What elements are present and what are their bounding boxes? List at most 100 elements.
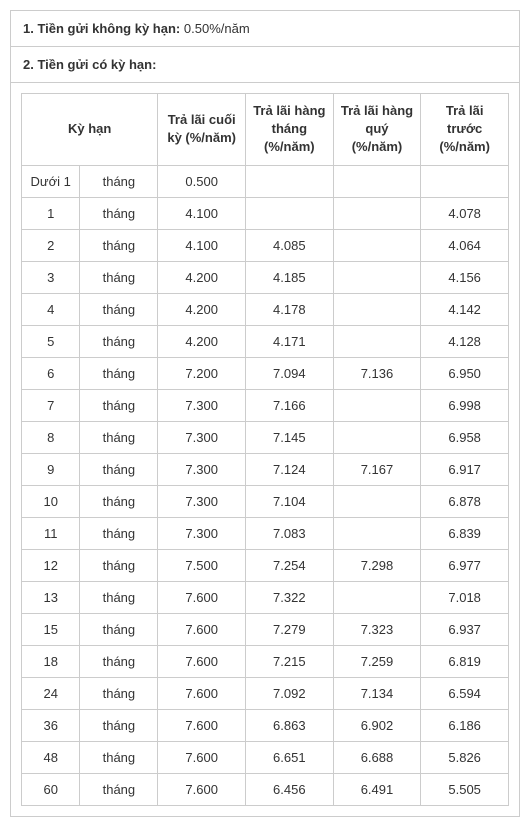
cell-end: 4.100 — [158, 197, 246, 229]
rates-container: 1. Tiền gửi không kỳ hạn: 0.50%/năm 2. T… — [10, 10, 520, 817]
cell-advance: 6.998 — [421, 389, 509, 421]
table-row: 5tháng4.2004.171 4.128 — [22, 325, 509, 357]
cell-quarterly: 7.298 — [333, 549, 421, 581]
cell-unit: tháng — [80, 453, 158, 485]
table-row: 9tháng7.3007.1247.1676.917 — [22, 453, 509, 485]
cell-num: 24 — [22, 677, 80, 709]
cell-num: 6 — [22, 357, 80, 389]
cell-end: 4.200 — [158, 261, 246, 293]
cell-num: Dưới 1 — [22, 165, 80, 197]
cell-quarterly — [333, 389, 421, 421]
cell-monthly: 7.124 — [246, 453, 334, 485]
cell-num: 2 — [22, 229, 80, 261]
table-row: 12tháng7.5007.2547.2986.977 — [22, 549, 509, 581]
cell-num: 7 — [22, 389, 80, 421]
cell-end: 7.300 — [158, 517, 246, 549]
rates-table: Kỳ hạn Trả lãi cuối kỳ (%/năm) Trả lãi h… — [21, 93, 509, 806]
cell-advance: 7.018 — [421, 581, 509, 613]
cell-quarterly — [333, 485, 421, 517]
cell-monthly: 6.456 — [246, 773, 334, 805]
cell-unit: tháng — [80, 325, 158, 357]
section-2-header: 2. Tiền gửi có kỳ hạn: — [11, 47, 519, 83]
rates-table-wrap: Kỳ hạn Trả lãi cuối kỳ (%/năm) Trả lãi h… — [11, 83, 519, 816]
cell-quarterly: 6.902 — [333, 709, 421, 741]
cell-end: 7.600 — [158, 677, 246, 709]
cell-num: 3 — [22, 261, 80, 293]
cell-end: 7.200 — [158, 357, 246, 389]
table-row: 13tháng7.6007.3227.018 — [22, 581, 509, 613]
cell-quarterly — [333, 229, 421, 261]
cell-quarterly: 6.688 — [333, 741, 421, 773]
cell-advance: 4.128 — [421, 325, 509, 357]
cell-unit: tháng — [80, 293, 158, 325]
cell-monthly: 7.166 — [246, 389, 334, 421]
cell-num: 15 — [22, 613, 80, 645]
table-row: Dưới 1tháng0.500 — [22, 165, 509, 197]
cell-advance: 6.917 — [421, 453, 509, 485]
col-end: Trả lãi cuối kỳ (%/năm) — [158, 94, 246, 166]
cell-num: 13 — [22, 581, 80, 613]
table-row: 48tháng7.6006.6516.6885.826 — [22, 741, 509, 773]
cell-advance: 4.078 — [421, 197, 509, 229]
table-row: 18tháng7.6007.2157.2596.819 — [22, 645, 509, 677]
cell-quarterly — [333, 293, 421, 325]
cell-monthly: 4.171 — [246, 325, 334, 357]
table-row: 7tháng7.3007.166 6.998 — [22, 389, 509, 421]
cell-unit: tháng — [80, 421, 158, 453]
cell-quarterly — [333, 325, 421, 357]
cell-num: 5 — [22, 325, 80, 357]
cell-end: 7.300 — [158, 421, 246, 453]
cell-num: 36 — [22, 709, 80, 741]
cell-unit: tháng — [80, 709, 158, 741]
cell-num: 8 — [22, 421, 80, 453]
cell-end: 7.500 — [158, 549, 246, 581]
cell-unit: tháng — [80, 741, 158, 773]
cell-unit: tháng — [80, 485, 158, 517]
cell-unit: tháng — [80, 549, 158, 581]
table-row: 1tháng4.100 4.078 — [22, 197, 509, 229]
cell-end: 0.500 — [158, 165, 246, 197]
cell-monthly: 6.863 — [246, 709, 334, 741]
cell-monthly — [246, 165, 334, 197]
cell-num: 4 — [22, 293, 80, 325]
cell-end: 7.600 — [158, 709, 246, 741]
cell-advance: 6.950 — [421, 357, 509, 389]
cell-quarterly — [333, 421, 421, 453]
cell-num: 48 — [22, 741, 80, 773]
cell-advance: 4.064 — [421, 229, 509, 261]
cell-end: 7.300 — [158, 453, 246, 485]
cell-quarterly: 7.259 — [333, 645, 421, 677]
table-row: 60tháng7.6006.4566.4915.505 — [22, 773, 509, 805]
cell-unit: tháng — [80, 229, 158, 261]
table-row: 6tháng7.2007.0947.1366.950 — [22, 357, 509, 389]
cell-advance: 6.977 — [421, 549, 509, 581]
cell-monthly: 4.178 — [246, 293, 334, 325]
cell-advance: 4.142 — [421, 293, 509, 325]
cell-monthly: 7.254 — [246, 549, 334, 581]
table-row: 15tháng7.6007.2797.3236.937 — [22, 613, 509, 645]
cell-end: 7.600 — [158, 741, 246, 773]
cell-monthly: 7.083 — [246, 517, 334, 549]
col-advance: Trả lãi trước (%/năm) — [421, 94, 509, 166]
cell-end: 7.300 — [158, 485, 246, 517]
cell-monthly: 6.651 — [246, 741, 334, 773]
cell-monthly: 7.094 — [246, 357, 334, 389]
cell-unit: tháng — [80, 261, 158, 293]
cell-monthly — [246, 197, 334, 229]
cell-unit: tháng — [80, 645, 158, 677]
cell-monthly: 7.145 — [246, 421, 334, 453]
cell-unit: tháng — [80, 773, 158, 805]
cell-num: 1 — [22, 197, 80, 229]
col-monthly: Trả lãi hàng tháng (%/năm) — [246, 94, 334, 166]
cell-quarterly: 7.323 — [333, 613, 421, 645]
table-row: 24tháng7.6007.0927.1346.594 — [22, 677, 509, 709]
cell-unit: tháng — [80, 389, 158, 421]
cell-end: 7.300 — [158, 389, 246, 421]
cell-quarterly — [333, 197, 421, 229]
cell-unit: tháng — [80, 197, 158, 229]
cell-end: 4.200 — [158, 325, 246, 357]
cell-unit: tháng — [80, 581, 158, 613]
table-row: 2tháng4.1004.0854.064 — [22, 229, 509, 261]
section-1-value: 0.50%/năm — [184, 21, 250, 36]
cell-end: 7.600 — [158, 613, 246, 645]
